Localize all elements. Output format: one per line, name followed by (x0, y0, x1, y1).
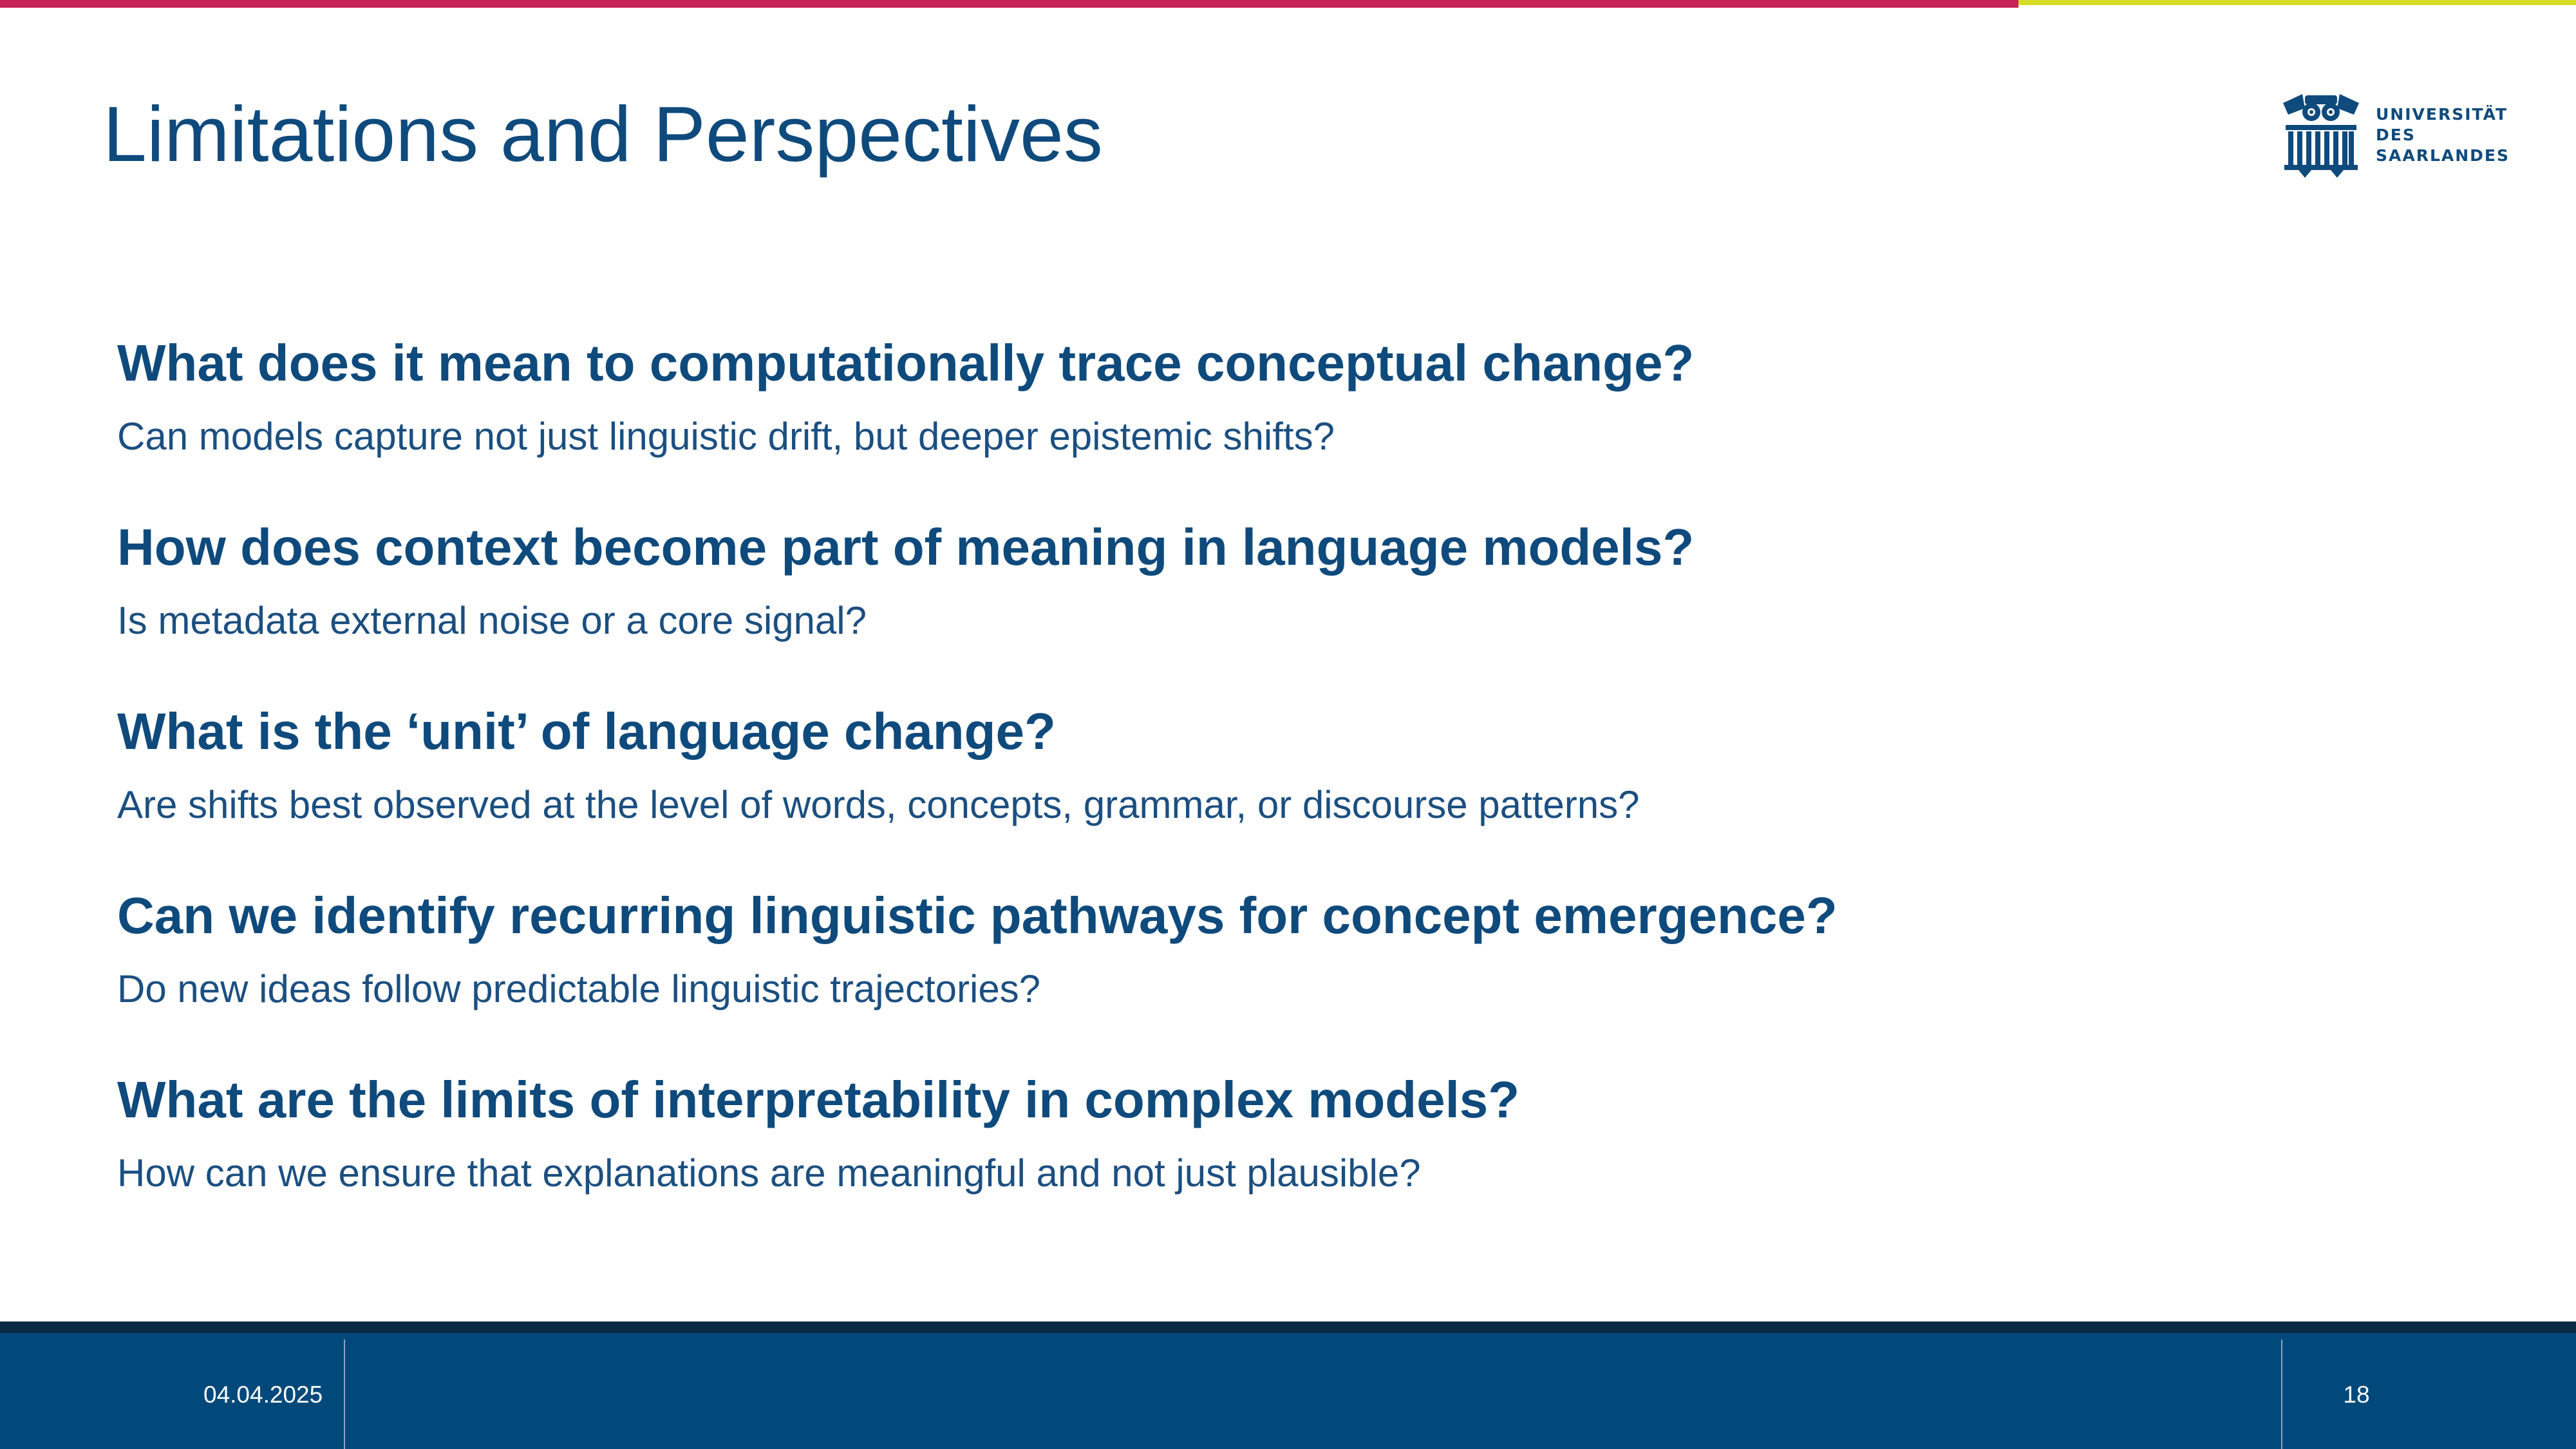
footer-date: 04.04.2025 (203, 1381, 323, 1408)
question-heading: What does it mean to computationally tra… (117, 334, 1695, 392)
question-subtext: Can models capture not just linguistic d… (117, 415, 1335, 458)
question-heading: What is the ‘unit’ of language change? (117, 703, 1056, 760)
question-subtext: How can we ensure that explanations are … (117, 1151, 1421, 1195)
question-list: What does it mean to computationally tra… (117, 328, 2049, 1249)
list-item: Can we identify recurring linguistic pat… (117, 881, 2049, 1015)
footer-top-line (0, 1321, 2576, 1333)
logo-line-1: UNIVERSITÄT (2376, 105, 2508, 124)
list-item: What are the limits of interpretability … (117, 1065, 2049, 1199)
footer-divider-right (2281, 1340, 2282, 1449)
university-logo: UNIVERSITÄT DES SAARLANDES (2279, 89, 2508, 179)
logo-line-2: DES (2376, 126, 2416, 144)
question-subtext: Do new ideas follow predictable linguist… (117, 967, 1041, 1010)
top-accent-bar-red (0, 0, 2018, 8)
footer-divider-left (344, 1340, 345, 1449)
page-number: 18 (2343, 1381, 2370, 1408)
list-item: What is the ‘unit’ of language change? A… (117, 697, 2049, 831)
slide-footer: 04.04.2025 18 (0, 1333, 2576, 1449)
question-subtext: Is metadata external noise or a core sig… (117, 599, 867, 642)
question-heading: Can we identify recurring linguistic pat… (117, 887, 1838, 944)
list-item: What does it mean to computationally tra… (117, 328, 2049, 462)
university-seal-icon (2283, 94, 2359, 178)
list-item: How does context become part of meaning … (117, 513, 2049, 647)
slide-title: Limitations and Perspectives (103, 90, 1103, 178)
question-heading: What are the limits of interpretability … (117, 1071, 1520, 1128)
question-heading: How does context become part of meaning … (117, 518, 1695, 576)
question-subtext: Are shifts best observed at the level of… (117, 783, 1640, 826)
logo-line-3: SAARLANDES (2376, 146, 2510, 165)
logo-wordmark: UNIVERSITÄT DES SAARLANDES (2376, 104, 2510, 166)
top-accent-bar-yellow (2018, 0, 2576, 5)
